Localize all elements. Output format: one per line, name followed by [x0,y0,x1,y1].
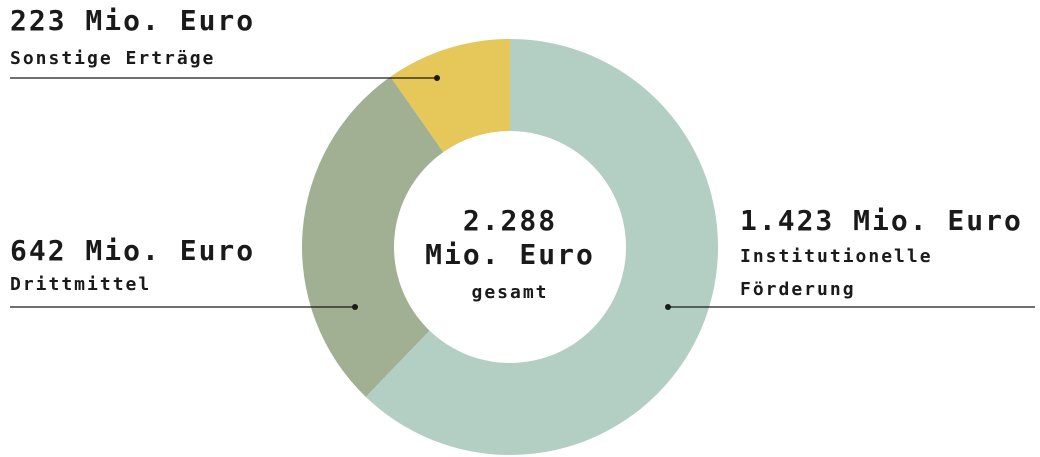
category-label: Drittmittel [10,274,151,295]
value-label: 223 Mio. Euro [10,4,255,37]
category-label: Institutionelle Förderung [740,246,933,300]
center-label: gesamt [471,282,548,303]
value-label: 1.423 Mio. Euro [740,204,1023,237]
leader-dot [352,304,358,310]
center-label: 2.288 [463,204,557,237]
category-label: Sonstige Erträge [10,48,215,69]
donut-segment [302,76,444,397]
leader-dot [665,304,671,310]
leader-dot [434,75,440,81]
donut-segment [390,39,510,153]
donut-segment [365,39,718,456]
value-label: 642 Mio. Euro [10,234,255,267]
center-label: Mio. Euro [425,238,595,271]
